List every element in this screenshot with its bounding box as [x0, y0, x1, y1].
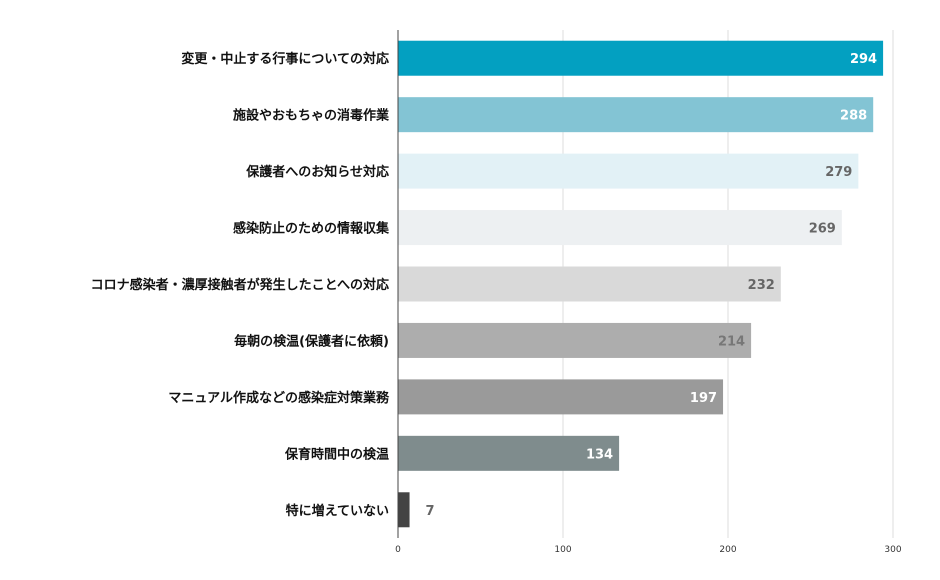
bar [398, 153, 859, 189]
category-label: 保護者へのお知らせ対応 [245, 164, 389, 180]
bar [398, 322, 752, 358]
value-label: 7 [426, 504, 435, 519]
bar [398, 492, 410, 528]
value-label: 134 [586, 447, 613, 462]
category-label: 特に増えていない [286, 503, 389, 519]
category-label: 毎朝の検温(保護者に依頼) [234, 333, 389, 349]
category-label: 感染防止のための情報収集 [233, 221, 390, 237]
category-label: コロナ感染者・濃厚接触者が発生したことへの対応 [91, 277, 389, 293]
x-tick-label: 100 [554, 545, 571, 555]
x-tick-label: 300 [884, 545, 901, 555]
bar [398, 435, 620, 471]
x-tick-label: 200 [719, 545, 736, 555]
value-label: 197 [690, 391, 717, 406]
bar [398, 97, 874, 133]
value-label: 288 [840, 109, 867, 124]
value-label: 269 [809, 222, 836, 237]
value-label: 214 [718, 334, 745, 349]
category-labels: 変更・中止する行事についての対応施設やおもちゃの消毒作業保護者へのお知らせ対応感… [91, 51, 390, 519]
category-label: 変更・中止する行事についての対応 [181, 51, 389, 67]
bar [398, 379, 724, 415]
bars [398, 40, 884, 528]
x-tick-labels: 0 100 200 300 [395, 545, 902, 555]
value-labels: 294 288 279 269 232 214 197 134 7 [426, 52, 878, 519]
value-label: 232 [748, 278, 775, 293]
bar [398, 210, 842, 246]
x-tick-label: 0 [395, 545, 401, 555]
category-label: マニュアル作成などの感染症対策業務 [168, 390, 390, 406]
bar [398, 266, 781, 302]
value-label: 279 [825, 165, 852, 180]
category-label: 保育時間中の検温 [284, 446, 389, 462]
bar [398, 40, 884, 76]
value-label: 294 [850, 52, 877, 67]
category-label: 施設やおもちゃの消毒作業 [233, 108, 390, 124]
